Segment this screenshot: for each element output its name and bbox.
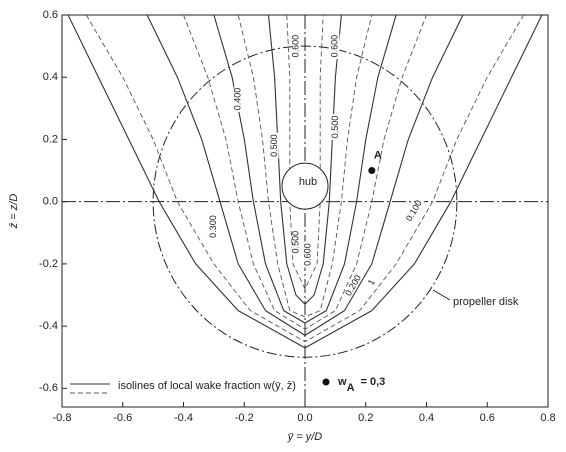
disk-label: propeller disk: [453, 296, 519, 308]
contour-label: 0.400: [233, 88, 243, 111]
point-label: A: [374, 149, 382, 161]
x-tick-label: -0.4: [174, 412, 193, 424]
hub-label: hub: [299, 176, 317, 188]
y-axis-label: z̄ = z/D: [8, 194, 20, 230]
contour-label-bg: [404, 197, 425, 225]
x-tick-label: 0.2: [358, 412, 373, 424]
contour-line: [183, 14, 427, 330]
contour-label-bg: [270, 132, 279, 159]
annotation: wA = 0,3: [337, 376, 385, 394]
annotation-symbol: w: [337, 376, 347, 388]
contour-label: 0.500: [269, 134, 279, 157]
contour-label: 0.500: [330, 116, 340, 139]
contour-label-bg: [343, 272, 364, 299]
x-axis-label: ȳ = y/D: [287, 431, 323, 443]
contour-label-bg: [291, 229, 300, 256]
contour-label-bg: [209, 213, 218, 240]
contour-line: [286, 14, 324, 290]
contour-label: 0.600: [330, 35, 340, 58]
contour-label: 1: [366, 278, 377, 287]
contour-label: 0.500: [290, 231, 300, 254]
x-tick-label: -0.8: [53, 412, 72, 424]
contour-line: [213, 14, 397, 324]
y-tick-label: 0.6: [43, 9, 58, 21]
contour-label: 0.300: [208, 215, 218, 238]
x-tick-label: 0.6: [480, 412, 495, 424]
propeller-disk: [152, 45, 458, 358]
contour-label: 0.600: [290, 35, 300, 58]
contour-label-bg: [291, 33, 300, 60]
x-tick-label: 0.0: [297, 412, 312, 424]
disk-arrow: [432, 289, 451, 301]
y-tick-label: 0.4: [43, 71, 58, 83]
contour-label: 0.200: [343, 273, 363, 298]
annotation-subscript: A: [347, 382, 355, 394]
y-tick-label: -0.6: [39, 382, 58, 394]
y-tick-label: -0.2: [39, 258, 58, 270]
x-tick-label: -0.6: [113, 412, 132, 424]
x-tick-label: 0.8: [540, 412, 555, 424]
y-tick-label: 0.2: [43, 133, 58, 145]
x-tick-label: 0.4: [419, 412, 434, 424]
contour-label-bg: [331, 33, 340, 60]
contour-line: [237, 14, 373, 318]
point: [368, 167, 376, 175]
contour-line: [146, 14, 464, 336]
contour-label: 0.600: [302, 243, 312, 266]
contour-label: 0.100: [404, 198, 424, 223]
x-tick-label: -0.2: [235, 412, 254, 424]
contour-line: [85, 14, 525, 343]
contour-line: [67, 14, 543, 349]
contour-label-bg: [361, 269, 382, 296]
y-tick-label: -0.4: [39, 320, 58, 332]
legend-label: isolines of local wake fraction w(ȳ, z̄): [118, 380, 296, 392]
annotation-dot: [322, 378, 330, 386]
y-tick-label: 0.0: [43, 196, 58, 208]
contour-label-bg: [234, 86, 243, 112]
annotation-text: = 0,3: [361, 376, 386, 388]
hub: [281, 162, 329, 210]
contour-label-bg: [304, 241, 313, 268]
contour-label-bg: [331, 114, 340, 140]
